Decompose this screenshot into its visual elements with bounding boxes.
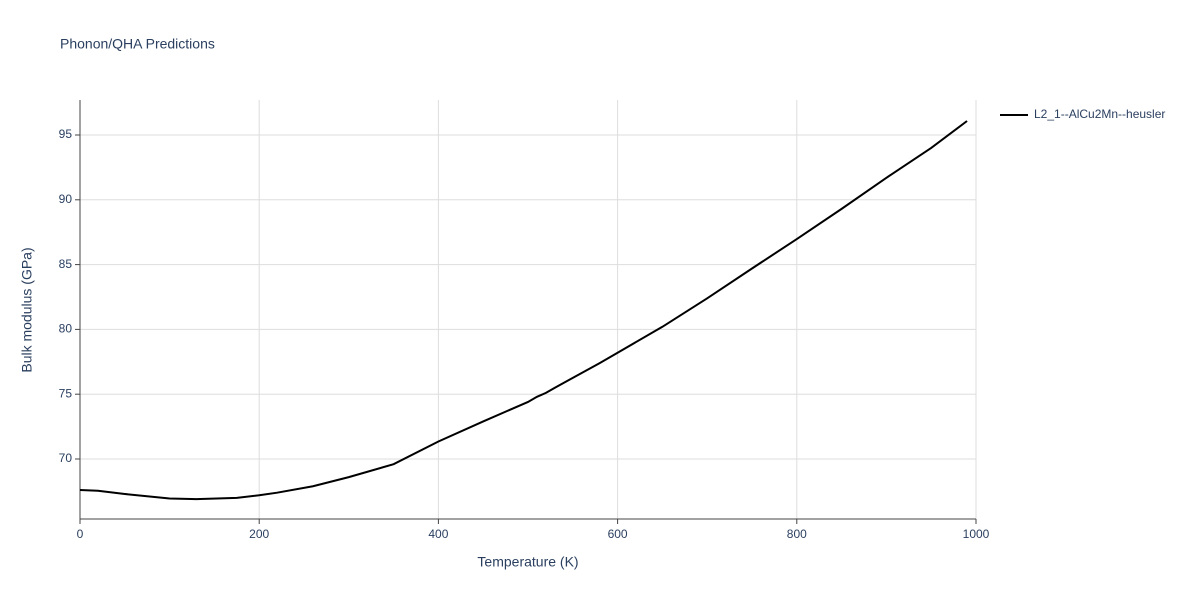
y-tick-label: 85 [59,257,73,271]
data-line [79,120,968,501]
y-axis-title: Bulk modulus (GPa) [19,247,35,372]
y-tick-label: 75 [59,386,73,400]
y-tick-label: 80 [59,322,73,336]
x-tick-label: 400 [428,527,448,541]
y-tick-label: 70 [59,451,73,465]
x-tick-label: 800 [787,527,807,541]
x-tick-label: 1000 [963,527,990,541]
x-axis-title: Temperature (K) [477,554,578,570]
x-tick-label: 0 [77,527,84,541]
x-tick-label: 600 [608,527,628,541]
chart-title: Phonon/QHA Predictions [60,36,215,52]
x-tick-label: 200 [249,527,269,541]
y-tick-label: 90 [59,192,73,206]
y-tick-label: 95 [59,127,73,141]
legend-label: L2_1--AlCu2Mn--heusler [1034,107,1165,121]
